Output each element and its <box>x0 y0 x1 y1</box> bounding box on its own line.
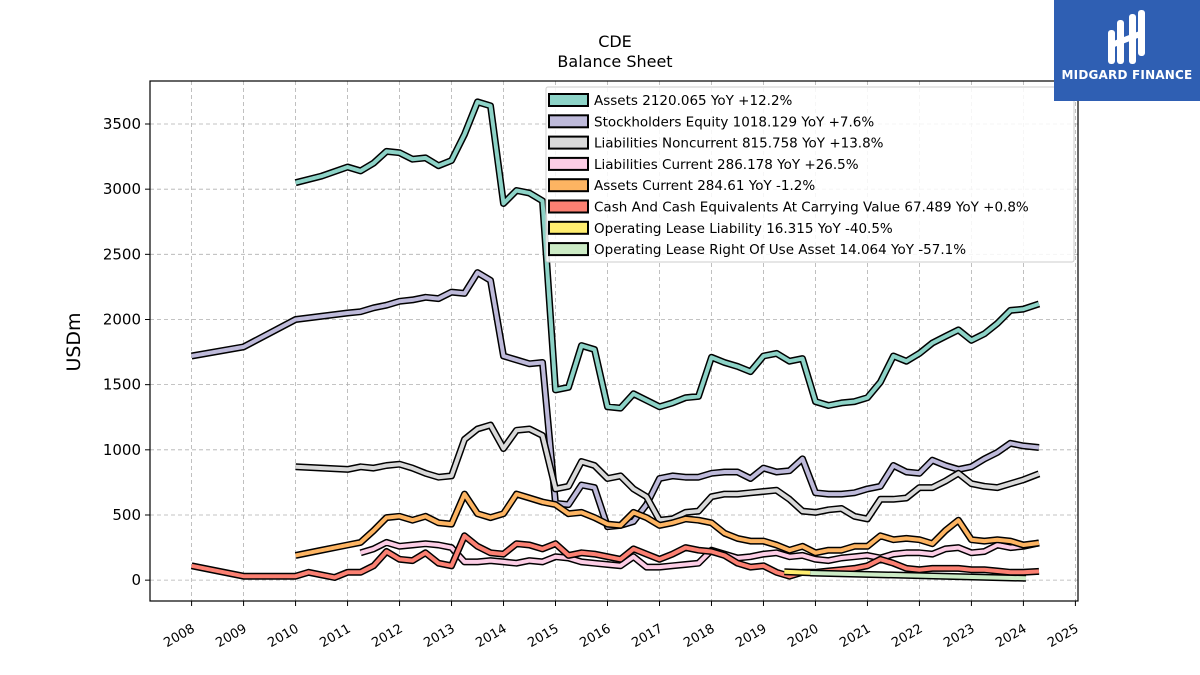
x-tick-label: 2015 <box>525 621 561 651</box>
legend-entry: Assets Current 284.61 YoY -1.2% <box>594 178 815 194</box>
y-tick-label: 3000 <box>103 180 141 198</box>
series-2 <box>295 421 1041 524</box>
legend: Assets 2120.065 YoY +12.2% Stockholders E… <box>545 86 1075 263</box>
series-line <box>810 571 1027 581</box>
y-tick-label: 500 <box>112 506 141 524</box>
x-tick-label: 2022 <box>889 621 925 651</box>
legend-swatch <box>548 156 589 171</box>
y-tick-label: 1500 <box>103 376 141 394</box>
series-line <box>191 533 1040 580</box>
legend-box <box>545 86 1075 263</box>
series-line <box>360 540 1040 570</box>
series-line <box>295 423 1040 523</box>
series-line <box>191 270 1040 529</box>
chart-subtitle: Balance Sheet <box>557 52 672 71</box>
x-tick-label: 2014 <box>473 621 509 651</box>
series-line <box>295 492 1040 558</box>
series-outline <box>295 421 1041 524</box>
x-tick-label: 2024 <box>993 621 1029 651</box>
x-tick-label: 2023 <box>941 621 977 651</box>
legend-swatch <box>548 93 589 107</box>
legend-entry: Cash And Cash Equivalents At Carrying Va… <box>594 200 1029 216</box>
y-tick-label: 0 <box>131 571 141 589</box>
series-outline <box>190 269 1040 531</box>
legend-entry: Liabilities Noncurrent 815.758 YoY +13.8… <box>594 136 884 152</box>
series-0 <box>294 98 1041 412</box>
legend-entry: Stockholders Equity 1018.129 YoY +7.6% <box>594 114 874 130</box>
legend-entry: Operating Lease Right Of Use Asset 14.06… <box>594 242 966 258</box>
series-3 <box>359 538 1040 571</box>
y-tick-label: 2500 <box>103 245 141 263</box>
y-axis-label: USDm <box>63 312 85 371</box>
series-line <box>295 99 1040 411</box>
x-tick-label: 2018 <box>681 621 717 651</box>
legend-swatch <box>548 242 589 257</box>
x-tick-label: 2025 <box>1045 621 1081 651</box>
x-tick-label: 2017 <box>629 621 665 651</box>
legend-swatch <box>548 114 589 129</box>
series-6 <box>784 568 816 577</box>
series-4 <box>294 490 1040 559</box>
y-tick-label: 1000 <box>103 441 141 459</box>
legend-swatch <box>548 220 589 235</box>
x-tick-label: 2009 <box>213 621 249 651</box>
brand-name: MIDGARD FINANCE <box>1061 68 1193 82</box>
plot-frame <box>149 80 1079 602</box>
legend-swatch <box>548 135 589 150</box>
y-tick-label: 3500 <box>103 115 141 133</box>
legend-entry: Operating Lease Liability 16.315 YoY -40… <box>594 221 893 237</box>
x-tick-label: 2019 <box>733 621 769 651</box>
chart-title: CDE <box>598 32 632 51</box>
x-tick-label: 2008 <box>161 621 197 651</box>
legend-entry: Liabilities Current 286.178 YoY +26.5% <box>594 157 859 173</box>
x-tick-label: 2011 <box>317 621 353 651</box>
x-tick-label: 2010 <box>265 621 301 651</box>
y-tick-label: 2000 <box>103 310 141 328</box>
series-5 <box>190 532 1040 581</box>
x-tick-label: 2021 <box>837 621 873 651</box>
series-lines <box>190 98 1041 582</box>
midgard-logo-icon <box>1108 10 1145 64</box>
brand-logo: MIDGARD FINANCE <box>1054 0 1200 101</box>
x-tick-label: 2016 <box>577 621 613 651</box>
x-tick-label: 2020 <box>785 621 821 651</box>
series-1 <box>190 269 1040 531</box>
legend-entry: Assets 2120.065 YoY +12.2% <box>594 93 793 109</box>
legend-swatch <box>548 199 589 214</box>
x-tick-label: 2012 <box>369 621 405 651</box>
series-line <box>784 569 816 575</box>
legend-swatch <box>548 178 589 193</box>
x-tick-label: 2013 <box>421 621 457 651</box>
series-7 <box>810 569 1027 582</box>
